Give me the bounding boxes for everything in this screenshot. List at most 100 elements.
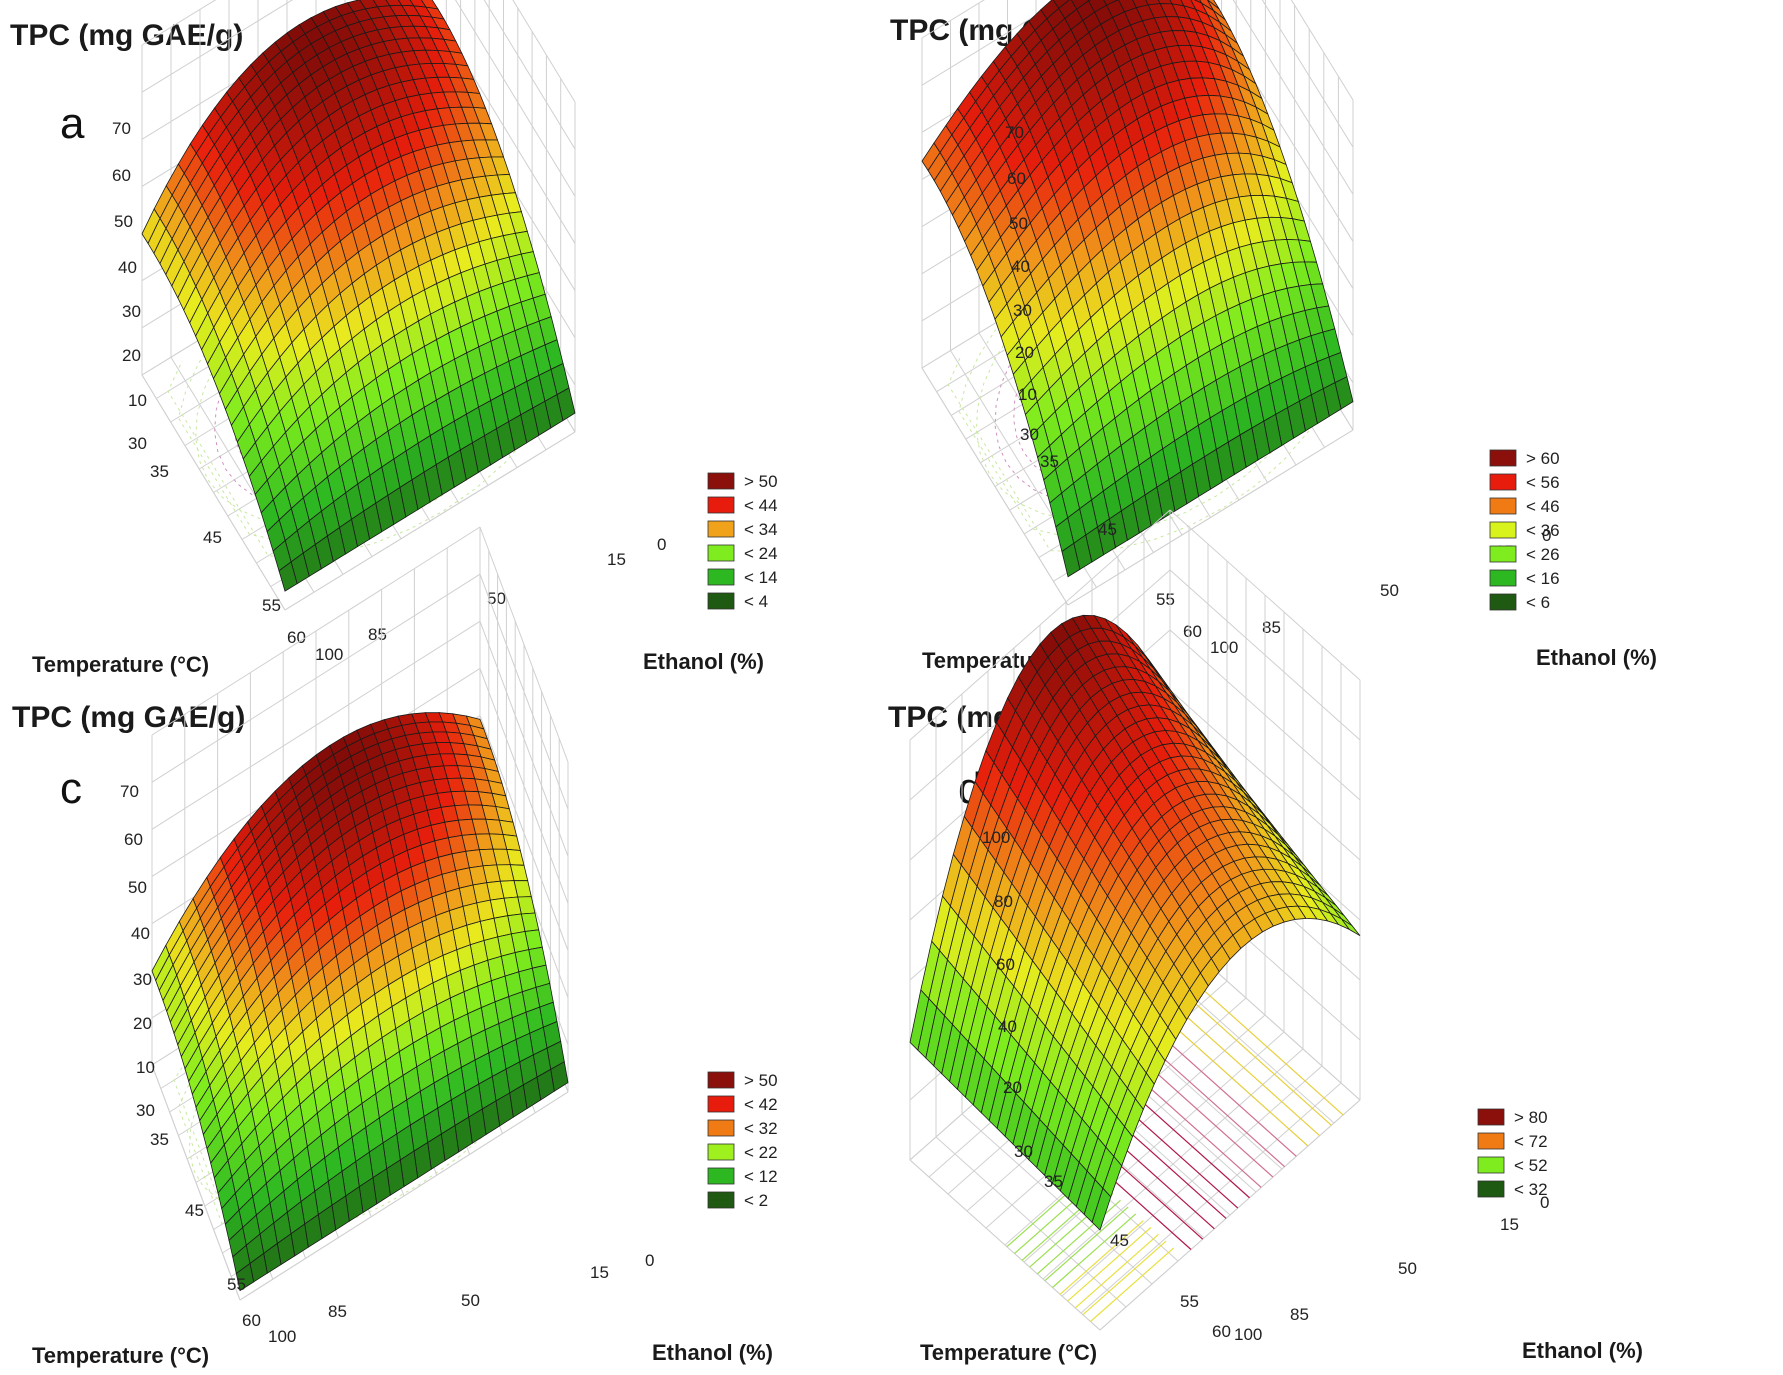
panel-c-x-tick: 45 <box>185 1201 204 1220</box>
panel-d-x-tick: 35 <box>1044 1172 1063 1191</box>
panel-a-x-tick: 35 <box>150 462 169 481</box>
panel-a-xlabel: Temperature (°C) <box>32 652 209 677</box>
legend-label: < 14 <box>744 568 778 587</box>
panel-a-x-tick: 60 <box>287 628 306 647</box>
legend-swatch <box>1477 1156 1505 1174</box>
legend-swatch <box>1489 569 1517 587</box>
legend-swatch <box>1489 521 1517 539</box>
legend-swatch <box>707 1095 735 1113</box>
panel-d-y-tick: 85 <box>1290 1305 1309 1324</box>
legend-label: < 42 <box>744 1095 778 1114</box>
panel-b-y-tick: 50 <box>1380 581 1399 600</box>
panel-d-z-tick: 100 <box>982 828 1010 847</box>
panel-c-z-tick: 20 <box>133 1014 152 1033</box>
contour-line <box>994 251 1294 506</box>
grid-line <box>454 0 576 197</box>
grid-line <box>479 668 569 904</box>
contour-line <box>1036 1199 1121 1275</box>
panel-d-x-tick: 60 <box>1212 1322 1231 1341</box>
grid-line <box>921 0 1062 86</box>
legend-label: < 56 <box>1526 473 1560 492</box>
panel-b-x-tick: 55 <box>1156 590 1175 609</box>
legend-swatch <box>1489 545 1517 563</box>
panel-c-x-tick: 60 <box>242 1311 261 1330</box>
panel-a-y-tick: 100 <box>315 645 343 664</box>
panel-a-z-tick: 40 <box>118 258 137 277</box>
contour-line <box>947 204 1328 553</box>
contour-line <box>1044 1206 1129 1282</box>
panel-a-x-tick: 45 <box>203 528 222 547</box>
grid-line <box>512 0 576 103</box>
panel-b-z-tick: 40 <box>1011 257 1030 276</box>
panel-b: TPC (mg GAE/g) b 70 60 50 40 30 20 10 30… <box>890 0 1657 673</box>
panel-b-z-tick: 20 <box>1015 343 1034 362</box>
panel-b-x-tick: 30 <box>1020 425 1039 444</box>
panel-c-legend: > 50 < 42 < 32 < 22 < 12 < 2 <box>707 1071 778 1210</box>
panel-a-x-tick: 30 <box>128 434 147 453</box>
legend-label: < 52 <box>1514 1156 1548 1175</box>
contour-line <box>1059 1220 1144 1295</box>
panel-b-z-tick: 30 <box>1013 301 1032 320</box>
panel-a-ztitle: TPC (mg GAE/g) <box>10 19 243 52</box>
y-axis-line <box>284 431 576 611</box>
legend-label: > 80 <box>1514 1108 1548 1127</box>
panel-b-z-tick: 60 <box>1007 169 1026 188</box>
panel-d-xlabel: Temperature (°C) <box>920 1340 1097 1365</box>
legend-swatch <box>1477 1108 1505 1126</box>
surface-patch <box>278 561 298 592</box>
panel-c-ztitle: TPC (mg GAE/g) <box>12 701 245 734</box>
legend-label: < 44 <box>744 496 778 515</box>
panel-b-z-tick: 70 <box>1005 123 1024 142</box>
legend-label: < 4 <box>744 592 768 611</box>
legend-label: > 50 <box>744 1071 778 1090</box>
panel-c: TPC (mg GAE/g) c 70 60 50 40 30 20 10 30… <box>12 526 778 1368</box>
panel-d: TPC (mg GAE/g) d 100 80 60 40 20 30 35 4… <box>888 509 1643 1365</box>
legend-swatch <box>1477 1180 1505 1198</box>
grid-line <box>479 715 569 951</box>
panel-c-z-tick: 60 <box>124 830 143 849</box>
surface-patch <box>1061 542 1081 578</box>
panel-d-x-tick: 55 <box>1180 1292 1199 1311</box>
panel-a-z-tick: 60 <box>112 166 131 185</box>
panel-d-y-tick: 15 <box>1500 1215 1519 1234</box>
panel-d-x-tick: 45 <box>1110 1231 1129 1250</box>
legend-label: < 32 <box>1514 1180 1548 1199</box>
grid-line <box>151 526 481 736</box>
panel-a-z-tick: 70 <box>112 119 131 138</box>
contour-line <box>1074 1233 1159 1309</box>
panel-c-x-tick: 30 <box>136 1101 155 1120</box>
panel-c-surface <box>151 712 569 1292</box>
y-axis-line <box>1067 429 1354 606</box>
contour-line <box>1082 1240 1167 1316</box>
legend-swatch <box>707 1143 735 1161</box>
legend-swatch <box>707 472 735 490</box>
panel-d-z-tick: 60 <box>996 955 1015 974</box>
panel-c-y-tick: 0 <box>645 1251 654 1270</box>
panel-c-x-tick: 35 <box>150 1130 169 1149</box>
legend-swatch <box>707 496 735 514</box>
legend-swatch <box>1489 497 1517 515</box>
legend-label: < 2 <box>744 1191 768 1210</box>
legend-swatch <box>707 544 735 562</box>
panel-b-x-tick: 35 <box>1040 452 1059 471</box>
legend-label: < 26 <box>1526 545 1560 564</box>
grid-line <box>151 620 481 830</box>
panel-d-legend: > 80 < 72 < 52 < 32 <box>1477 1108 1548 1199</box>
panel-c-ylabel: Ethanol (%) <box>652 1340 773 1365</box>
legend-label: < 32 <box>744 1119 778 1138</box>
grid-line <box>1169 689 1361 861</box>
panel-c-z-tick: 70 <box>120 782 139 801</box>
panel-a-y-tick: 15 <box>607 550 626 569</box>
legend-label: < 22 <box>744 1143 778 1162</box>
legend-label: < 46 <box>1526 497 1560 516</box>
panel-d-y-tick: 100 <box>1234 1325 1262 1344</box>
panel-d-x-tick: 30 <box>1014 1142 1033 1161</box>
legend-swatch <box>707 592 735 610</box>
legend-swatch <box>1477 1132 1505 1150</box>
panel-d-y-tick: 0 <box>1540 1193 1549 1212</box>
panel-c-z-tick: 10 <box>136 1058 155 1077</box>
legend-swatch <box>707 568 735 586</box>
contour-line <box>1052 1213 1137 1288</box>
panel-a: TPC (mg GAE/g) a 70 60 50 40 30 20 10 30… <box>10 0 778 677</box>
panel-c-z-tick: 40 <box>131 924 150 943</box>
